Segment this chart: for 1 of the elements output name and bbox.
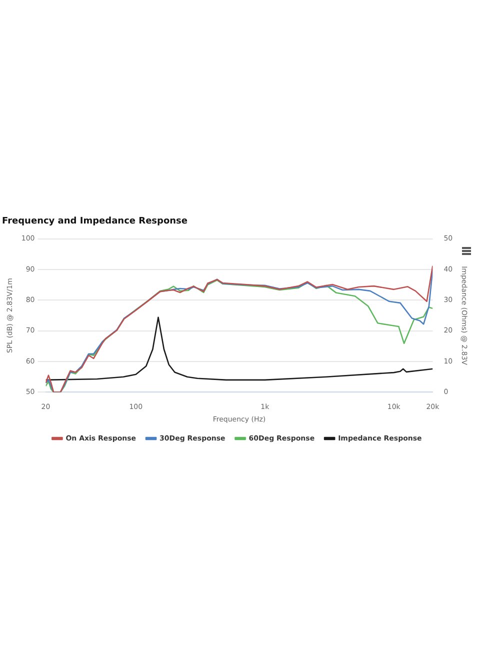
chart-title: Frequency and Impedance Response <box>2 216 188 227</box>
